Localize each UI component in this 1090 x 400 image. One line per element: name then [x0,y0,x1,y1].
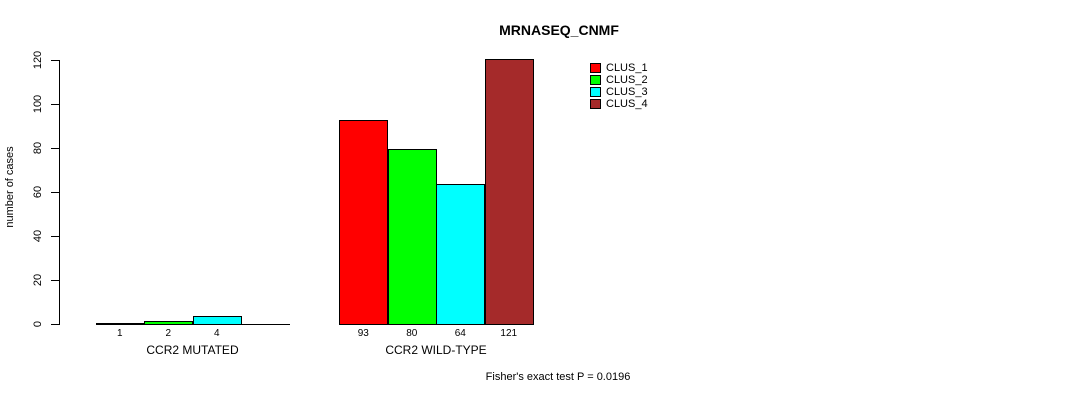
category-label: CCR2 MUTATED [146,343,239,357]
legend-item: CLUS_4 [590,98,648,110]
legend-label: CLUS_4 [606,98,648,110]
y-axis-tick-label: 100 [32,94,44,114]
legend-swatch-clus_2 [590,75,601,85]
legend-item: CLUS_3 [590,86,648,98]
bar-value-label: 93 [357,328,369,339]
bar-clus_3-wild-type [436,184,485,325]
y-axis-tick-label: 40 [32,229,44,243]
legend-item: CLUS_1 [590,62,648,74]
legend-label: CLUS_1 [606,62,648,74]
legend-swatch-clus_1 [590,63,601,73]
chart-title: MRNASEQ_CNMF [499,22,619,38]
bar-value-label: 80 [406,328,418,339]
legend-swatch-clus_4 [590,99,601,109]
bar-clus_2-mutated [144,321,193,325]
legend-label: CLUS_2 [606,74,648,86]
legend-label: CLUS_3 [606,86,648,98]
y-axis-tick [51,60,59,61]
bar-clus_3-mutated [192,316,242,325]
bar-clus_1-wild-type [339,120,388,325]
legend-swatch-clus_3 [590,87,601,97]
legend: CLUS_1 CLUS_2 CLUS_3 CLUS_4 [590,62,648,110]
bar-value-label: 1 [116,328,123,339]
bar-clus_1-mutated [95,323,145,325]
y-axis-tick [51,104,59,105]
bar-value-label: 4 [213,328,220,339]
y-axis-line [59,60,60,325]
bar-value-label: 64 [454,328,466,339]
y-axis-tick-label: 0 [32,320,44,328]
category-label: CCR2 WILD-TYPE [385,343,487,357]
y-axis-tick-label: 80 [32,141,44,155]
y-axis-tick [51,148,59,149]
y-axis-tick [51,280,59,281]
legend-item: CLUS_2 [590,74,648,86]
y-axis-tick-label: 20 [32,273,44,287]
y-axis-tick [51,324,59,325]
y-axis-tick [51,192,59,193]
bar-value-label: 121 [500,328,518,339]
y-axis-tick-label: 120 [32,50,44,70]
bar-clus_4-wild-type [484,59,534,325]
bar-clus_2-wild-type [387,149,437,325]
y-axis-tick [51,236,59,237]
annotation-text: Fisher's exact test P = 0.0196 [485,371,631,383]
bar-value-label: 2 [165,328,172,339]
y-axis-label: number of cases [4,146,16,228]
y-axis-tick-label: 60 [32,185,44,199]
